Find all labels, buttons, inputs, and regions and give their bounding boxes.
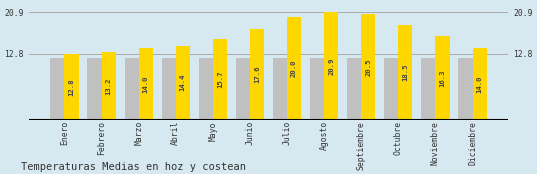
- Bar: [139, 48, 153, 120]
- Bar: [324, 12, 338, 120]
- Bar: [310, 58, 324, 120]
- Text: 14.0: 14.0: [143, 75, 149, 93]
- Bar: [287, 17, 301, 120]
- Bar: [347, 58, 361, 120]
- Bar: [162, 58, 176, 120]
- Bar: [50, 58, 64, 120]
- Bar: [473, 48, 487, 120]
- Text: 13.2: 13.2: [106, 77, 112, 94]
- Bar: [459, 58, 473, 120]
- Bar: [101, 52, 115, 120]
- Bar: [236, 58, 250, 120]
- Bar: [422, 58, 436, 120]
- Bar: [398, 25, 412, 120]
- Bar: [384, 58, 398, 120]
- Bar: [213, 39, 227, 120]
- Bar: [436, 36, 449, 120]
- Text: 12.8: 12.8: [69, 78, 75, 96]
- Text: 17.6: 17.6: [254, 66, 260, 83]
- Text: 15.7: 15.7: [217, 71, 223, 88]
- Text: 20.9: 20.9: [328, 57, 334, 75]
- Bar: [273, 58, 287, 120]
- Bar: [199, 58, 213, 120]
- Text: 14.0: 14.0: [477, 75, 483, 93]
- Bar: [64, 54, 78, 120]
- Text: 20.5: 20.5: [365, 58, 371, 76]
- Bar: [88, 58, 101, 120]
- Text: Temperaturas Medias en hoz y costean: Temperaturas Medias en hoz y costean: [21, 162, 246, 172]
- Text: 18.5: 18.5: [402, 64, 409, 81]
- Text: 20.0: 20.0: [291, 60, 297, 77]
- Bar: [176, 46, 190, 120]
- Bar: [250, 29, 264, 120]
- Bar: [361, 14, 375, 120]
- Text: 14.4: 14.4: [180, 74, 186, 92]
- Text: 16.3: 16.3: [439, 69, 446, 87]
- Bar: [125, 58, 139, 120]
